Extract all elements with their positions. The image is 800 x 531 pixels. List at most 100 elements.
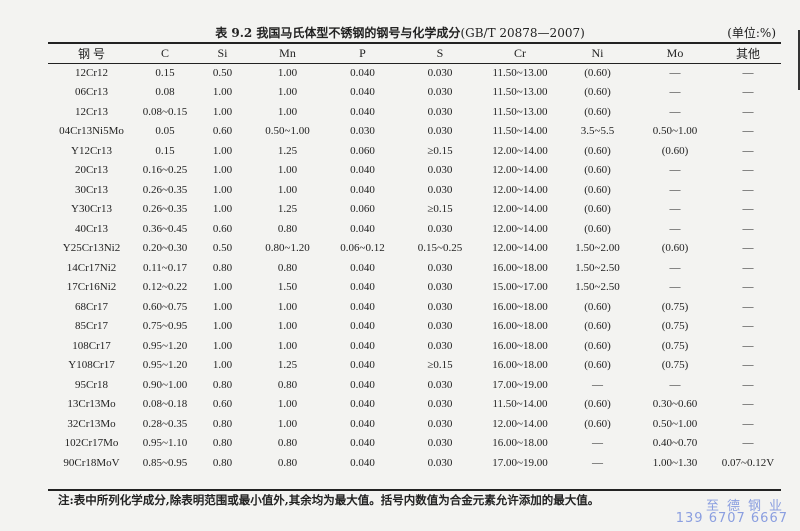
value-cell: 0.26~0.35 — [142, 203, 188, 216]
value-cell: 0.040 — [350, 417, 375, 430]
value-cell: (0.60) — [584, 66, 611, 79]
value-cell: 1.25 — [277, 203, 298, 216]
value-cell: — — [669, 86, 681, 99]
value-cell: — — [669, 164, 681, 177]
value-cell: — — [669, 183, 681, 196]
value-cell: 16.00~18.00 — [492, 437, 548, 450]
steel-grade-cell: 95Cr18 — [75, 378, 108, 391]
value-cell: 0.040 — [350, 437, 375, 450]
value-cell: 0.80~1.20 — [265, 242, 310, 255]
value-cell: — — [592, 456, 603, 469]
value-cell: 0.030 — [427, 320, 453, 333]
value-cell: 0.06~0.12 — [340, 242, 385, 255]
watermark-name: 至德钢业 — [705, 499, 790, 514]
value-cell: (0.60) — [584, 183, 611, 196]
value-cell: — — [592, 437, 603, 450]
table-row: 32Cr13Mo 0.28~0.35 0.80 1.00 0.040 0.030 12.00… — [48, 414, 781, 434]
table-row: Y30Cr13 0.26~0.35 1.00 1.25 0.060 ≥0.15 12.00~… — [48, 200, 781, 220]
value-cell: 0.50~1.00 — [652, 417, 698, 430]
table-row: 40Cr13 0.36~0.45 0.60 0.80 0.040 0.030 12.00~1… — [48, 219, 781, 239]
value-cell: — — [669, 261, 681, 274]
table-row: 04Cr13Ni5Mo 0.05 0.60 0.50~1.00 0.030 0.030 11… — [48, 122, 781, 142]
value-cell: 1.00 — [277, 105, 298, 118]
value-cell: 0.12~0.22 — [142, 281, 188, 294]
title-label: 表 9.2 我国马氏体型不锈钢的钢号与化学成分 — [215, 26, 461, 40]
value-cell: (0.60) — [584, 222, 611, 235]
value-cell: 16.00~18.00 — [492, 261, 548, 274]
table-row: 90Cr18MoV 0.85~0.95 0.80 0.80 0.040 0.030 17.0… — [48, 453, 781, 473]
table-row: Y12Cr13 0.15 1.00 1.25 0.060 ≥0.15 12.00~14.00… — [48, 141, 781, 161]
value-cell: 0.040 — [350, 66, 375, 79]
value-cell: 16.00~18.00 — [492, 359, 548, 372]
value-cell: 0.040 — [350, 398, 375, 411]
value-cell: 0.030 — [427, 125, 453, 138]
table-row: 95Cr18 0.90~1.00 0.80 0.80 0.040 0.030 17.00~1… — [48, 375, 781, 395]
value-cell: 0.80 — [277, 261, 298, 274]
title-standard: (GB/T 20878—2007) — [460, 26, 585, 40]
value-cell: 0.030 — [350, 125, 375, 138]
steel-grade-cell: 20Cr13 — [75, 164, 108, 177]
value-cell: 0.80 — [277, 378, 298, 391]
value-cell: 0.07~0.12V — [721, 456, 775, 469]
value-cell: 0.16~0.25 — [142, 164, 188, 177]
value-cell: — — [592, 378, 603, 391]
value-cell: 0.030 — [427, 183, 453, 196]
value-cell: 0.28~0.35 — [142, 417, 188, 430]
value-cell: — — [669, 378, 681, 391]
steel-grade-cell: 12Cr12 — [75, 66, 108, 79]
value-cell: 0.40~0.70 — [652, 437, 698, 450]
value-cell: 0.11~0.17 — [142, 261, 188, 274]
value-cell: 16.00~18.00 — [492, 320, 548, 333]
value-cell: — — [742, 437, 754, 450]
value-cell: 0.80 — [212, 261, 233, 274]
column-header: C — [160, 46, 169, 60]
value-cell: 0.26~0.35 — [142, 183, 188, 196]
value-cell: 0.030 — [427, 398, 453, 411]
column-header: P — [359, 46, 366, 60]
column-header: S — [436, 46, 444, 60]
table-title: 表 9.2 我国马氏体型不锈钢的钢号与化学成分(GB/T 20878—2007) — [0, 24, 800, 41]
value-cell: 16.00~18.00 — [492, 300, 548, 313]
value-cell: 1.50~2.00 — [575, 242, 620, 255]
value-cell: (0.75) — [661, 359, 689, 372]
value-cell: (0.75) — [661, 320, 689, 333]
value-cell: — — [742, 86, 754, 99]
value-cell: 0.040 — [350, 183, 375, 196]
value-cell: 0.80 — [212, 437, 233, 450]
value-cell: (0.60) — [584, 359, 611, 372]
value-cell: 0.030 — [427, 105, 453, 118]
value-cell: 0.50 — [212, 66, 233, 79]
table-row: 108Cr17 0.95~1.20 1.00 1.00 0.040 0.030 16.00~… — [48, 336, 781, 356]
steel-grade-cell: Y25Cr13Ni2 — [62, 242, 121, 255]
value-cell: 0.040 — [350, 86, 375, 99]
value-cell: ≥0.15 — [427, 203, 453, 216]
value-cell: 1.00 — [277, 86, 298, 99]
value-cell: — — [669, 203, 681, 216]
value-cell: — — [742, 378, 754, 391]
value-cell: 0.030 — [427, 261, 453, 274]
value-cell: 0.030 — [427, 164, 453, 177]
value-cell: 1.00 — [277, 300, 298, 313]
table-row: 13Cr13Mo 0.08~0.18 0.60 1.00 0.040 0.030 11.50… — [48, 395, 781, 415]
value-cell: — — [742, 359, 754, 372]
steel-grade-cell: 30Cr13 — [75, 183, 108, 196]
value-cell: 11.50~14.00 — [492, 398, 548, 411]
value-cell: 11.50~13.00 — [492, 86, 548, 99]
steel-grade-cell: 14Cr17Ni2 — [66, 261, 117, 274]
steel-grade-cell: 12Cr13 — [75, 105, 108, 118]
value-cell: — — [742, 222, 754, 235]
value-cell: 0.040 — [350, 164, 375, 177]
value-cell: 0.30~0.60 — [652, 398, 698, 411]
value-cell: 0.80 — [277, 222, 298, 235]
value-cell: 0.50 — [212, 242, 233, 255]
steel-grade-cell: 17Cr16Ni2 — [66, 281, 117, 294]
value-cell: — — [742, 183, 754, 196]
value-cell: 1.00 — [212, 144, 233, 157]
value-cell: (0.60) — [584, 144, 611, 157]
value-cell: 1.00 — [277, 320, 298, 333]
value-cell: 11.50~13.00 — [492, 66, 548, 79]
value-cell: — — [742, 242, 754, 255]
value-cell: 0.90~1.00 — [142, 378, 188, 391]
table-row: 12Cr12 0.15 0.50 1.00 0.040 0.030 11.50~13.00 (… — [48, 63, 781, 83]
value-cell: 0.60 — [212, 398, 233, 411]
